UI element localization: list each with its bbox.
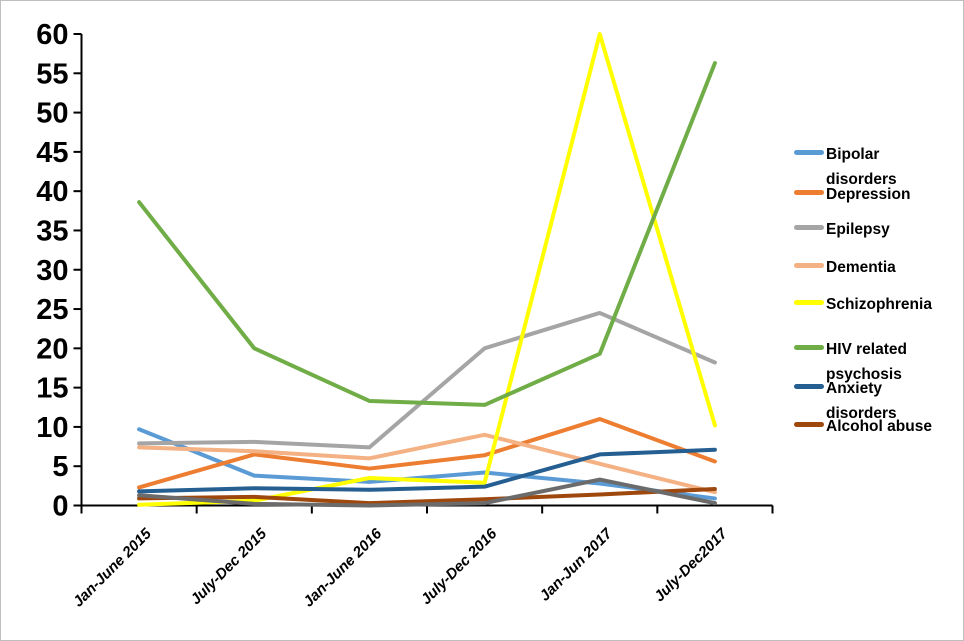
series-line-depression [137,417,717,490]
y-axis-tick-label: 0 [52,491,68,523]
x-axis-category-label: July-Dec2017 [651,525,731,605]
x-axis-category-label: July-Dec 2016 [418,525,501,608]
series-line-anxiety-disorders [137,447,717,494]
y-axis-tick-label: 15 [36,373,68,405]
series-line-hiv-related-psychosis [137,61,717,407]
series-line-dementia [137,432,717,495]
y-axis-tick-label: 30 [36,255,68,287]
y-axis-tick-label: 35 [36,215,68,247]
series-line-bipolar-disorders [137,427,717,501]
x-axis-category-label: Jan-Jun 2017 [536,525,616,605]
y-axis-tick-label: 55 [36,58,68,90]
series-line-epilepsy [137,310,717,450]
series-line-unlabeled [137,477,717,508]
y-axis-tick-label: 20 [36,333,68,365]
x-axis-category-label: Jan-June 2015 [70,525,156,611]
x-axis-category-label: July-Dec 2015 [187,525,270,608]
y-axis-tick-label: 10 [36,412,68,444]
y-axis-tick-label: 40 [36,176,68,208]
y-axis-tick-label: 45 [36,137,68,169]
series-line-alcohol-abuse [137,486,717,506]
y-axis-tick-label: 5 [52,451,68,483]
x-axis-category-label: Jan-June 2016 [300,525,386,611]
y-axis-tick-label: 60 [36,19,68,51]
series-line-schizophrenia [137,32,717,507]
y-axis-tick-label: 50 [36,98,68,130]
y-axis-tick-label: 25 [36,294,68,326]
